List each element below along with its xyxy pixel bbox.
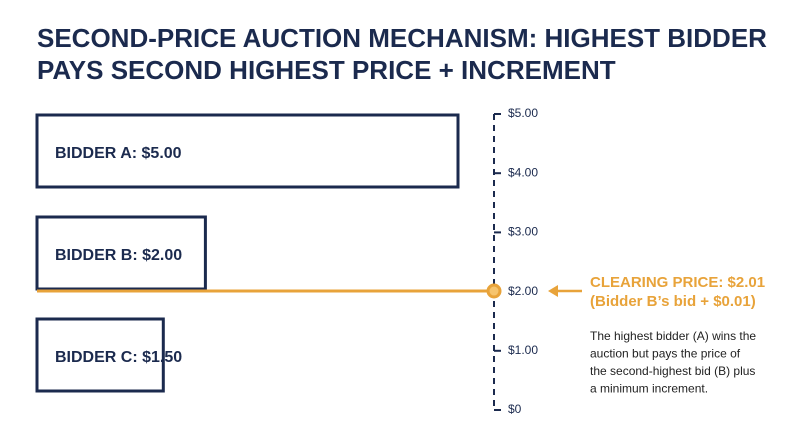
clearing-sublabel: (Bidder B’s bid + $0.01) <box>590 293 756 310</box>
title-line: SECOND-PRICE AUCTION MECHANISM: HIGHEST … <box>37 23 767 53</box>
note-line: a minimum increment. <box>590 382 708 396</box>
bar <box>35 113 460 189</box>
arrow-head <box>548 285 558 298</box>
y-tick-label: $4.00 <box>508 165 538 179</box>
bar <box>35 317 165 393</box>
note-line: The highest bidder (A) wins the <box>590 329 756 343</box>
title-line: PAYS SECOND HIGHEST PRICE + INCREMENT <box>37 55 616 85</box>
note-line: auction but pays the price of <box>590 347 741 361</box>
bar-label: BIDDER B: $2.00 <box>55 247 182 264</box>
clearing-point <box>486 283 502 299</box>
y-tick-label: $3.00 <box>508 225 538 239</box>
y-tick-label: $0 <box>508 402 522 416</box>
y-tick-label: $5.00 <box>508 106 538 120</box>
clearing-label: CLEARING PRICE: $2.01 <box>590 274 765 291</box>
note-line: the second-highest bid (B) plus <box>590 364 755 378</box>
bar-label: BIDDER C: $1.50 <box>55 349 182 366</box>
y-tick-label: $1.00 <box>508 343 538 357</box>
y-tick-label: $2.00 <box>508 284 538 298</box>
bar-label: BIDDER A: $5.00 <box>55 145 182 162</box>
bar <box>35 215 207 291</box>
